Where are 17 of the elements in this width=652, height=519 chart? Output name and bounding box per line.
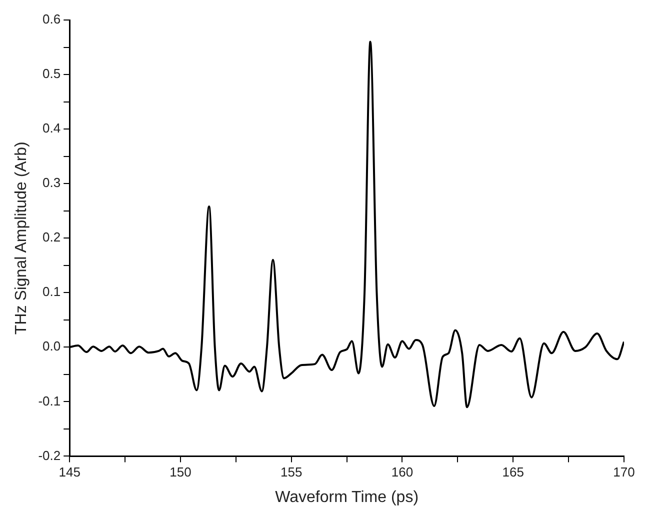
y-tick-label: -0.1	[38, 393, 61, 408]
y-axis-title: THz Signal Amplitude (Arb)	[13, 142, 30, 335]
x-axis-title: Waveform Time (ps)	[275, 488, 419, 506]
y-tick-label: 0.0	[42, 338, 61, 354]
y-tick-label: 0.4	[42, 120, 61, 136]
y-tick-label: 0.3	[42, 175, 61, 190]
x-tick-label: 150	[170, 464, 192, 480]
x-tick-label: 155	[280, 464, 302, 480]
y-tick-label: 0.5	[42, 66, 61, 82]
y-tick-label: 0.2	[42, 230, 61, 245]
x-tick-label: 145	[58, 464, 80, 480]
y-tick-label: 0.6	[42, 12, 61, 27]
x-tick-label: 165	[502, 464, 524, 480]
x-tick-label: 170	[613, 464, 635, 480]
y-tick-label: 0.1	[42, 284, 61, 300]
x-tick-label: 160	[391, 464, 414, 480]
y-tick-label: -0.2	[38, 448, 61, 463]
